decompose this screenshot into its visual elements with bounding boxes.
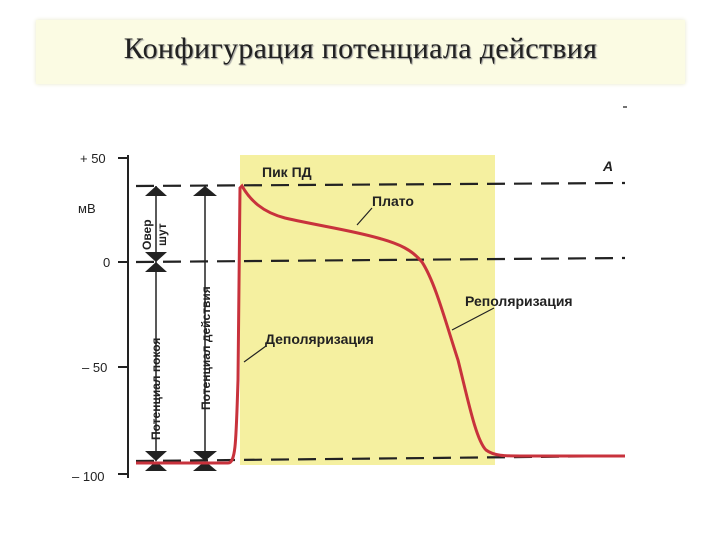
resting-potential-label: Потенциал покоя [149,338,163,440]
zero-dashed-line [135,256,626,264]
unit-label: мВ [78,201,96,216]
arrow-up-icon [193,461,217,471]
depolarization-pointer [243,345,267,363]
letter-a-label: А [602,158,613,174]
arrow-down-icon [145,451,167,461]
tick-label-zero: 0 [103,255,110,270]
plateau-pointer [356,207,373,226]
arrow-up-icon [145,461,167,471]
page-title: Конфигурация потенциала действия [123,32,598,65]
arrow-up-icon [193,186,217,196]
peak-label: Пик ПД [262,164,312,180]
action-potential-curve [136,183,625,465]
overshoot-label-line1: Овер [140,219,154,250]
action-potential-label: Потенциал действия [199,286,213,410]
repolarization-label: Реполяризация [465,293,573,309]
peak-dashed-line [135,181,626,188]
title-bar: Конфигурация потенциала действия [36,20,685,84]
overshoot-label-line2: шут [155,223,169,246]
arrow-down-icon [145,252,167,262]
arrow-up-icon [145,186,167,196]
tick-label-minus50: – 50 [82,360,107,375]
tick-label-minus100: – 100 [72,469,105,484]
tick-label-plus50: + 50 [80,151,106,166]
repolarization-pointer [451,307,495,331]
depolarization-label: Деполяризация [265,331,374,347]
arrow-down-icon [193,451,217,461]
plateau-label: Плато [372,193,414,209]
shaded-region [240,155,495,465]
